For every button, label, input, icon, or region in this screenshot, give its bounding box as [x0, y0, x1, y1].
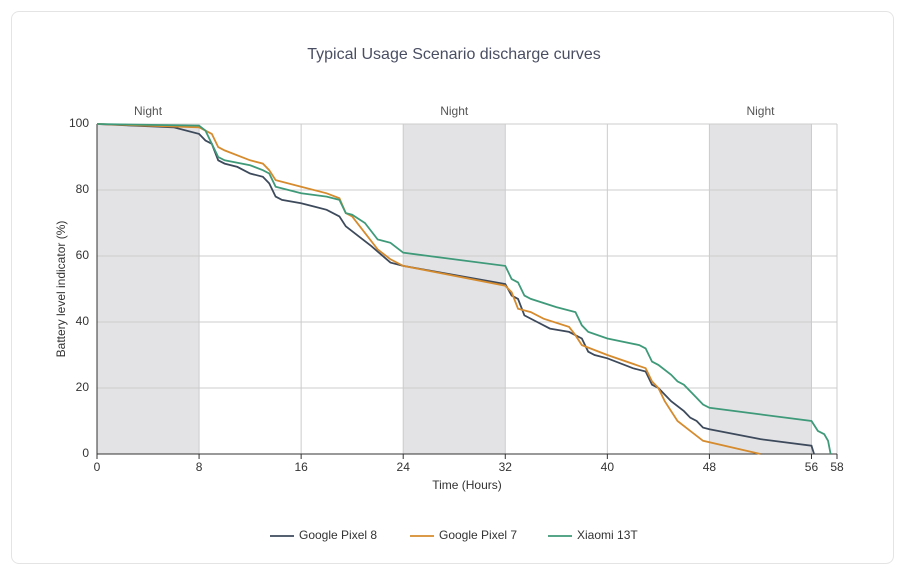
x-tick-label: 56 [805, 460, 819, 474]
x-tick-label: 16 [294, 460, 308, 474]
band-label: Night [440, 104, 469, 118]
y-axis-label: Battery level indicator (%) [54, 221, 68, 358]
x-tick-label: 0 [94, 460, 101, 474]
night-band [709, 124, 812, 454]
y-tick-label: 20 [76, 380, 90, 394]
series-line [96, 123, 832, 455]
y-tick-label: 80 [76, 182, 90, 196]
x-tick-label: 40 [601, 460, 615, 474]
chart-title: Typical Usage Scenario discharge curves [307, 46, 600, 63]
card [11, 11, 894, 564]
x-tick-label: 8 [196, 460, 203, 474]
legend-label: Google Pixel 7 [439, 528, 517, 542]
y-tick-label: 60 [76, 248, 90, 262]
series-line [96, 123, 761, 455]
y-tick-label: 0 [82, 446, 89, 460]
x-tick-label: 24 [397, 460, 411, 474]
x-tick-label: 58 [830, 460, 844, 474]
y-tick-label: 100 [69, 116, 89, 130]
x-axis-label: Time (Hours) [432, 478, 502, 492]
y-tick-label: 40 [76, 314, 90, 328]
x-tick-label: 32 [499, 460, 513, 474]
night-band [403, 124, 506, 454]
night-band [97, 124, 200, 454]
x-tick-label: 48 [703, 460, 717, 474]
band-label: Night [134, 104, 163, 118]
legend-label: Xiaomi 13T [577, 528, 638, 542]
legend-label: Google Pixel 8 [299, 528, 377, 542]
band-label: Night [746, 104, 775, 118]
